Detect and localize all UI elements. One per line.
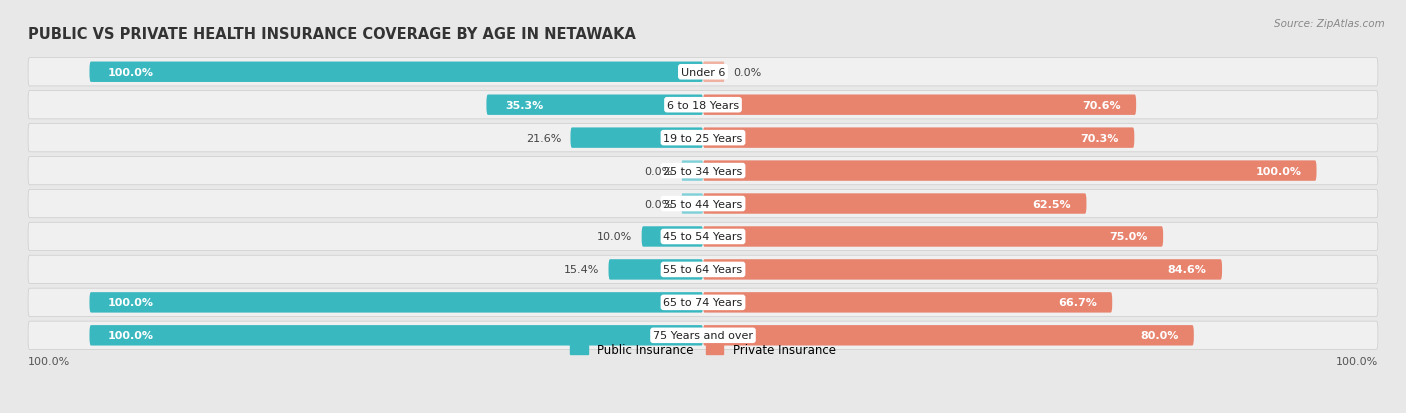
- Text: 70.6%: 70.6%: [1083, 100, 1121, 110]
- Text: 84.6%: 84.6%: [1168, 265, 1206, 275]
- Text: 0.0%: 0.0%: [734, 68, 762, 78]
- FancyBboxPatch shape: [609, 260, 703, 280]
- Text: Under 6: Under 6: [681, 68, 725, 78]
- Text: 15.4%: 15.4%: [564, 265, 599, 275]
- FancyBboxPatch shape: [703, 194, 1087, 214]
- FancyBboxPatch shape: [28, 157, 1378, 185]
- Text: Source: ZipAtlas.com: Source: ZipAtlas.com: [1274, 19, 1385, 28]
- Text: 75.0%: 75.0%: [1109, 232, 1147, 242]
- FancyBboxPatch shape: [703, 227, 1163, 247]
- FancyBboxPatch shape: [682, 194, 703, 214]
- FancyBboxPatch shape: [28, 256, 1378, 284]
- Text: 25 to 34 Years: 25 to 34 Years: [664, 166, 742, 176]
- FancyBboxPatch shape: [682, 161, 703, 181]
- FancyBboxPatch shape: [703, 62, 724, 83]
- FancyBboxPatch shape: [28, 321, 1378, 350]
- FancyBboxPatch shape: [703, 161, 1316, 181]
- FancyBboxPatch shape: [703, 325, 1194, 346]
- Text: 62.5%: 62.5%: [1032, 199, 1071, 209]
- FancyBboxPatch shape: [28, 58, 1378, 87]
- Text: 10.0%: 10.0%: [598, 232, 633, 242]
- Text: 100.0%: 100.0%: [108, 68, 153, 78]
- Text: 0.0%: 0.0%: [644, 199, 672, 209]
- FancyBboxPatch shape: [703, 260, 1222, 280]
- Text: 21.6%: 21.6%: [526, 133, 561, 143]
- FancyBboxPatch shape: [641, 227, 703, 247]
- Text: 100.0%: 100.0%: [108, 298, 153, 308]
- Text: 55 to 64 Years: 55 to 64 Years: [664, 265, 742, 275]
- Text: 65 to 74 Years: 65 to 74 Years: [664, 298, 742, 308]
- Text: 100.0%: 100.0%: [108, 330, 153, 340]
- Text: 19 to 25 Years: 19 to 25 Years: [664, 133, 742, 143]
- Text: 75 Years and over: 75 Years and over: [652, 330, 754, 340]
- FancyBboxPatch shape: [703, 292, 1112, 313]
- FancyBboxPatch shape: [90, 292, 703, 313]
- FancyBboxPatch shape: [486, 95, 703, 116]
- Text: 66.7%: 66.7%: [1057, 298, 1097, 308]
- Text: 6 to 18 Years: 6 to 18 Years: [666, 100, 740, 110]
- FancyBboxPatch shape: [571, 128, 703, 149]
- FancyBboxPatch shape: [28, 91, 1378, 120]
- FancyBboxPatch shape: [703, 95, 1136, 116]
- FancyBboxPatch shape: [90, 62, 703, 83]
- Text: PUBLIC VS PRIVATE HEALTH INSURANCE COVERAGE BY AGE IN NETAWAKA: PUBLIC VS PRIVATE HEALTH INSURANCE COVER…: [28, 26, 636, 41]
- FancyBboxPatch shape: [28, 289, 1378, 317]
- Text: 70.3%: 70.3%: [1081, 133, 1119, 143]
- Text: 0.0%: 0.0%: [644, 166, 672, 176]
- Text: 45 to 54 Years: 45 to 54 Years: [664, 232, 742, 242]
- Text: 100.0%: 100.0%: [1336, 356, 1378, 366]
- Text: 80.0%: 80.0%: [1140, 330, 1178, 340]
- FancyBboxPatch shape: [90, 325, 703, 346]
- Text: 35 to 44 Years: 35 to 44 Years: [664, 199, 742, 209]
- Legend: Public Insurance, Private Insurance: Public Insurance, Private Insurance: [565, 338, 841, 361]
- Text: 100.0%: 100.0%: [1256, 166, 1301, 176]
- FancyBboxPatch shape: [703, 128, 1135, 149]
- Text: 35.3%: 35.3%: [505, 100, 543, 110]
- FancyBboxPatch shape: [28, 124, 1378, 152]
- FancyBboxPatch shape: [28, 190, 1378, 218]
- FancyBboxPatch shape: [28, 223, 1378, 251]
- Text: 100.0%: 100.0%: [28, 356, 70, 366]
